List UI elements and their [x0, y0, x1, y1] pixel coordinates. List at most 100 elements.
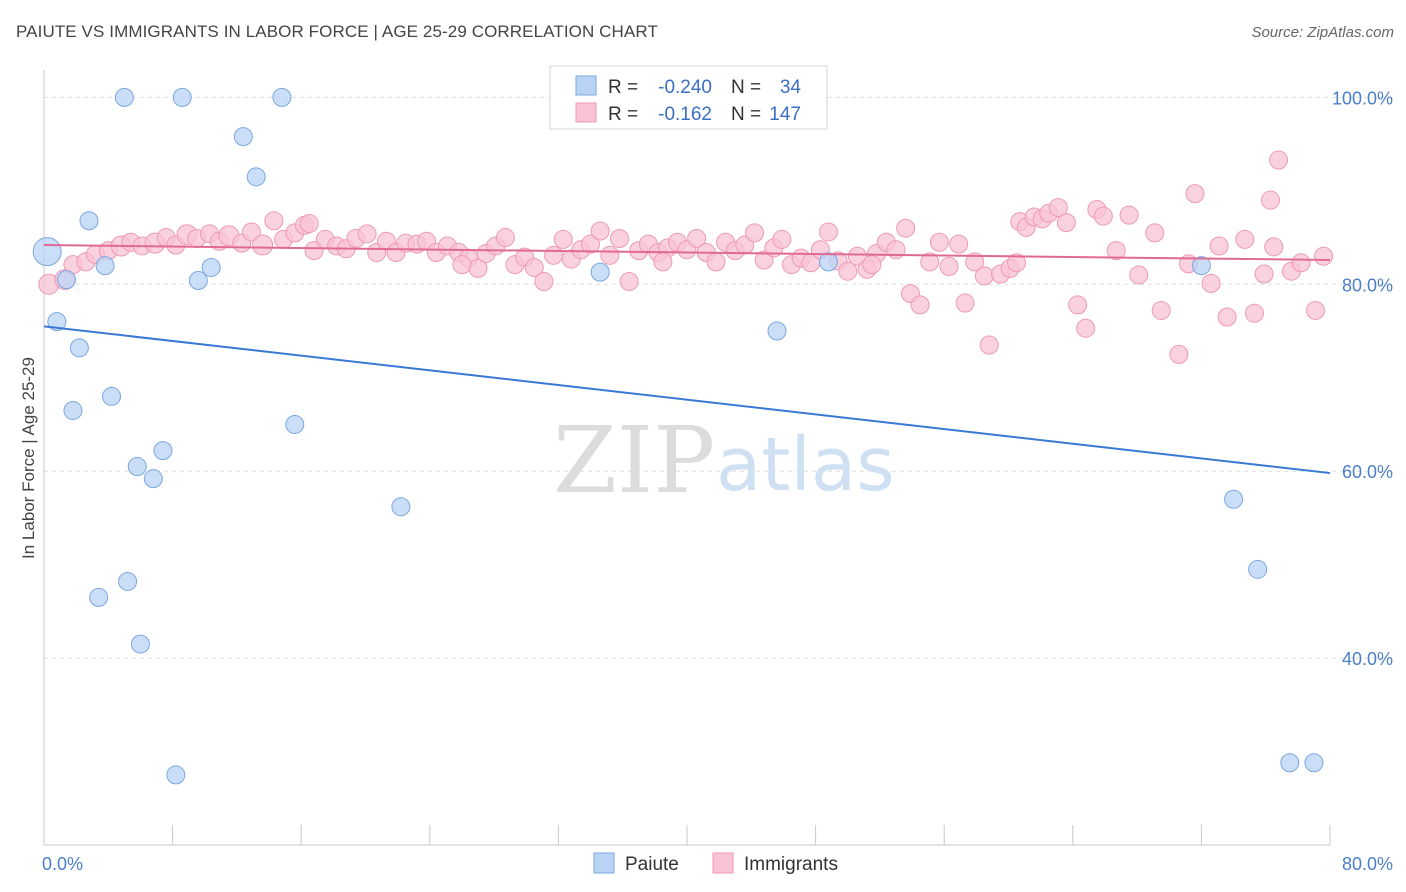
immigrants-point-118	[1209, 236, 1229, 256]
immigrants-point-80	[847, 246, 867, 266]
immigrants-point-122	[1254, 264, 1274, 284]
immigrants-point-128	[1306, 300, 1326, 320]
paiute-point-23	[391, 497, 411, 517]
immigrants-point-18	[241, 222, 261, 242]
immigrants-point-47	[534, 271, 554, 291]
paiute-point-29	[1224, 489, 1244, 509]
paiute-point-4	[79, 211, 99, 231]
immigrants-point-55	[609, 228, 629, 248]
immigrants-point-109	[1106, 241, 1126, 261]
paiute-point-25	[767, 321, 787, 341]
watermark: ZIP atlas	[553, 407, 895, 514]
x-tick-marks	[43, 825, 1331, 845]
y-tick-label-2: 60.0%	[1342, 462, 1393, 482]
paiute-point-1	[47, 312, 67, 332]
immigrants-point-72	[772, 229, 792, 249]
trend-lines	[43, 244, 1331, 475]
immigrants-point-123	[1261, 190, 1281, 210]
y-tick-label-3: 40.0%	[1342, 649, 1393, 669]
immigrants-point-56	[619, 271, 639, 291]
series-legend: Paiute Immigrants	[593, 852, 838, 875]
immigrants-point-103	[1048, 198, 1068, 218]
immigrants-point-119	[1217, 307, 1237, 327]
immigrants-point-108	[1093, 206, 1113, 226]
legend-n-value-paiute: 34	[780, 77, 802, 98]
paiute-trend-line	[43, 325, 1331, 475]
immigrants-point-131	[452, 255, 472, 275]
immigrants-point-133	[862, 255, 882, 275]
paiute-point-13	[188, 271, 208, 291]
immigrants-point-105	[1068, 295, 1088, 315]
immigrants-point-94	[974, 266, 994, 286]
paiute-point-5	[63, 400, 83, 420]
immigrants-point-19	[252, 234, 274, 256]
paiute-point-24	[590, 262, 610, 282]
immigrants-point-111	[1129, 265, 1149, 285]
paiute-point-0	[32, 237, 62, 267]
immigrants-point-127	[1291, 253, 1311, 273]
paiute-point-32	[1304, 753, 1324, 773]
legend-swatch-paiute	[575, 75, 597, 96]
immigrants-point-49	[553, 229, 573, 249]
immigrants-point-104	[1056, 213, 1076, 233]
y-tick-labels: 100.0% 80.0% 60.0% 40.0%	[1332, 88, 1393, 669]
immigrants-point-91	[949, 234, 969, 254]
immigrants-point-129	[1314, 246, 1334, 266]
paiute-point-7	[102, 386, 122, 406]
immigrants-point-134	[1007, 253, 1027, 273]
immigrants-point-52	[581, 234, 601, 254]
immigrants-point-85	[896, 218, 916, 238]
y-tick-label-1: 80.0%	[1342, 275, 1393, 295]
immigrants-point-88	[920, 252, 940, 272]
gridlines	[44, 96, 1393, 659]
paiute-point-3	[69, 338, 89, 358]
immigrants-point-92	[955, 293, 975, 313]
legend-swatch-immigrants	[575, 102, 597, 123]
immigrants-point-20	[264, 211, 284, 231]
paiute-point-15	[285, 414, 305, 434]
legend-n-value-immigrants: 147	[769, 104, 801, 125]
immigrants-point-65	[706, 252, 726, 272]
immigrants-point-106	[1076, 318, 1096, 338]
immigrants-point-132	[653, 252, 673, 272]
legend-n-label-paiute: N =	[731, 77, 761, 98]
legend-r-value-immigrants: -0.162	[658, 104, 712, 125]
immigrants-point-29	[357, 224, 377, 244]
paiute-point-18	[143, 469, 163, 489]
x-tick-label-1: 80.0%	[1342, 854, 1393, 874]
paiute-point-22	[166, 765, 186, 785]
paiute-point-31	[1280, 753, 1300, 773]
immigrants-point-46	[524, 257, 544, 277]
paiute-point-16	[153, 441, 173, 461]
paiute-point-12	[246, 167, 266, 187]
paiute-point-8	[114, 87, 134, 107]
paiute-point-30	[1248, 559, 1268, 579]
paiute-point-19	[89, 587, 109, 607]
immigrants-point-130	[299, 214, 319, 234]
immigrants-point-110	[1119, 205, 1139, 225]
legend-r-label-immigrants: R =	[608, 104, 638, 125]
bottom-legend-label-paiute: Paiute	[625, 854, 679, 875]
immigrants-point-89	[929, 232, 949, 252]
paiute-point-26	[818, 252, 838, 272]
immigrants-point-114	[1169, 344, 1189, 364]
immigrants-point-116	[1185, 184, 1205, 204]
immigrants-point-113	[1151, 300, 1171, 320]
immigrants-point-117	[1201, 273, 1221, 293]
paiute-point-11	[233, 127, 253, 147]
watermark-zip: ZIP	[553, 407, 715, 514]
paiute-point-10	[272, 87, 292, 107]
paiute-point-2	[57, 270, 77, 290]
legend-r-label-paiute: R =	[608, 77, 638, 98]
stats-legend: R = -0.240 N = 34 R = -0.162 N = 147	[549, 65, 828, 130]
immigrants-point-43	[495, 228, 515, 248]
paiute-point-17	[127, 457, 147, 477]
x-tick-labels: 0.0% 80.0%	[42, 854, 1393, 874]
immigrants-point-121	[1244, 303, 1264, 323]
bottom-legend-swatch-paiute	[593, 852, 615, 874]
immigrants-point-120	[1235, 229, 1255, 249]
bottom-legend-label-immigrants: Immigrants	[744, 854, 838, 875]
immigrants-point-93	[965, 252, 985, 272]
paiute-point-20	[118, 571, 138, 591]
immigrants-point-69	[745, 223, 765, 243]
